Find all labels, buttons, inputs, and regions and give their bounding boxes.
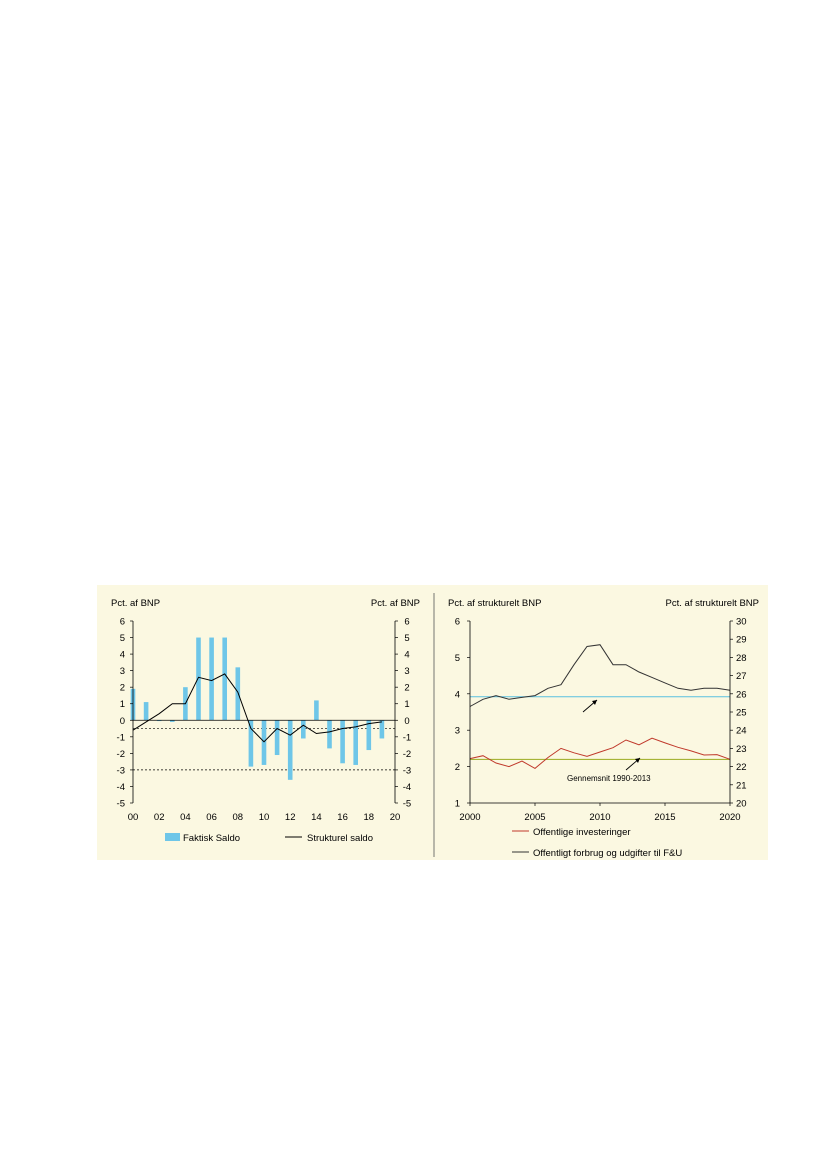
left-chart-x-tick-label: 12 [285,812,296,823]
left-chart-right-tick-label: 4 [404,650,409,661]
left-chart-right-tick-label: 1 [404,699,409,710]
left-chart-right-tick-label: 2 [404,683,409,694]
right-chart-left-tick-label: 2 [455,762,460,773]
right-chart-x-tick-label: 2005 [524,812,545,823]
bar-faktisk-saldo [314,700,319,721]
right-chart-x-tick-label: 2015 [654,812,675,823]
left-chart-left-tick-label: -1 [117,732,125,743]
left-chart-left-tick-label: 6 [120,617,125,628]
left-chart-left-tick-label: -3 [117,765,125,776]
left-chart-right-axis-title: Pct. af BNP [371,598,420,609]
bar-faktisk-saldo [261,720,267,765]
bar-faktisk-saldo [366,720,372,751]
left-chart-x-tick-label: 10 [259,812,270,823]
bar-faktisk-saldo [379,720,385,739]
bar-faktisk-saldo [143,702,149,721]
line-offentligt-forbrug [469,644,731,707]
right-chart-x-tick-label: 2000 [459,812,480,823]
legend-label-faktisk-saldo: Faktisk Saldo [183,833,240,844]
left-chart-x-tick-label: 06 [206,812,217,823]
bar-faktisk-saldo [235,667,241,721]
left-chart-right-tick-label: -4 [403,782,411,793]
annotation-arrowhead-lower [635,758,640,763]
bar-faktisk-saldo [353,720,358,765]
right-chart-right-tick-label: 30 [736,617,747,628]
right-chart-x-tick-label: 2010 [589,812,610,823]
left-chart-left-tick-label: 2 [120,683,125,694]
legend-label-offentlige-investeringer: Offentlige investeringer [533,827,631,838]
line-offentlige-investeringer [469,737,731,770]
right-chart-right-tick-label: 22 [736,762,747,773]
left-chart-right-tick-label: 3 [404,666,409,677]
right-chart-right-tick-label: 23 [736,744,747,755]
left-chart-left-tick-label: -5 [117,799,125,810]
left-chart-x-tick-label: 02 [154,812,165,823]
left-chart-right-tick-label: 6 [404,617,409,628]
legend-label-offentligt-forbrug: Offentligt forbrug og udgifter til F&U [533,848,682,859]
bar-faktisk-saldo [327,720,332,749]
left-chart-x-tick-label: 20 [390,812,401,823]
left-chart-left-tick-label: 1 [120,699,125,710]
right-chart-left-tick-label: 1 [455,799,460,810]
right-chart-right-tick-label: 25 [736,708,747,719]
legend-swatch-faktisk-saldo [165,833,180,841]
left-chart-right-tick-label: 0 [404,716,409,727]
right-chart-right-axis-title: Pct. af strukturelt BNP [666,598,759,609]
left-chart-left-axis-title: Pct. af BNP [111,598,160,609]
left-chart-right-tick-label: 5 [404,633,409,644]
left-chart-right-tick-label: -3 [403,765,411,776]
right-chart-right-tick-label: 20 [736,799,747,810]
bar-faktisk-saldo [274,720,280,756]
right-chart-x-tick-label: 2020 [719,812,740,823]
annotation-gennemsnit: Gennemsnit 1990-2013 [567,774,651,783]
right-chart-right-tick-label: 27 [736,671,747,682]
left-chart-right-tick-label: -1 [403,732,411,743]
legend-label-strukturel-saldo: Strukturel saldo [307,833,373,844]
left-chart-right-tick-label: -2 [403,749,411,760]
figure-panel: Pct. af BNP Pct. af BNP 6 6 5 5 4 4 3 3 2 2 1 1 0 0 -1… [97,585,768,860]
left-chart-x-tick-label: 18 [364,812,375,823]
right-chart-left-tick-label: 4 [455,689,460,700]
right-chart-left-axis-title: Pct. af strukturelt BNP [448,598,541,609]
right-chart-right-tick-label: 29 [736,635,747,646]
left-chart-left-tick-label: 4 [120,650,125,661]
right-chart-right-tick-label: 26 [736,689,747,700]
left-chart-left-tick-label: 0 [120,716,125,727]
right-chart-left-tick-label: 6 [455,617,460,628]
bar-faktisk-saldo [340,720,345,764]
bar-faktisk-saldo [301,720,306,739]
right-chart-right-tick-label: 24 [736,726,747,737]
charts-svg: Pct. af BNP Pct. af BNP 6 65 54 43 32 21 10 0-1… [111,593,759,859]
bar-faktisk-saldo [222,637,227,721]
left-chart-x-tick-label: 14 [311,812,322,823]
left-chart-x-tick-label: 16 [337,812,348,823]
right-chart-right-tick-label: 28 [736,653,747,664]
left-chart-left-tick-label: 5 [120,633,125,644]
left-chart-x-tick-label: 08 [233,812,244,823]
bar-faktisk-saldo [248,720,254,767]
left-chart-left-tick-label: 3 [120,666,125,677]
right-chart-left-tick-label: 3 [455,726,460,737]
left-chart-left-tick-label: -4 [117,782,125,793]
left-chart-right-tick-label: -5 [403,799,411,810]
right-chart-left-tick-label: 5 [455,653,460,664]
bar-faktisk-saldo [287,720,293,780]
line-strukturel-saldo [132,673,382,743]
bar-faktisk-saldo [156,720,162,722]
right-chart-right-tick-label: 21 [736,780,747,791]
bar-faktisk-saldo [209,637,214,721]
bar-faktisk-saldo [196,637,201,721]
annotation-arrowhead-upper [592,700,597,705]
left-chart-left-tick-label: -2 [117,749,125,760]
left-chart-x-tick-label: 00 [128,812,139,823]
left-chart-x-tick-label: 04 [180,812,191,823]
bar-faktisk-saldo [170,720,175,722]
